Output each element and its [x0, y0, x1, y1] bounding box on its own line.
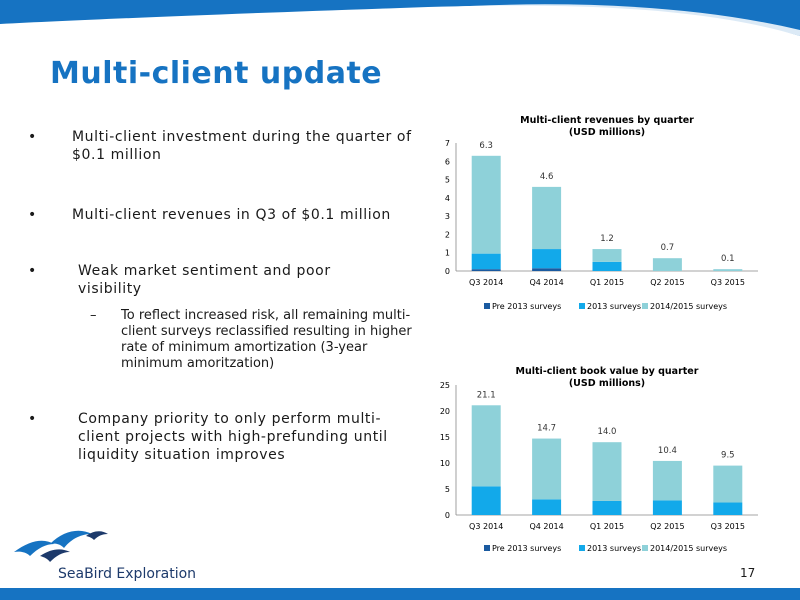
- legend-label: 2014/2015 surveys: [650, 302, 727, 311]
- bar-segment: [471, 269, 501, 271]
- y-tick-label: 1: [445, 249, 450, 258]
- sub-bullet-marker: –: [90, 308, 97, 323]
- chart-title: Multi-client revenues by quarter: [520, 115, 694, 126]
- data-label: 4.6: [540, 172, 554, 182]
- legend-label: 2013 surveys: [587, 544, 641, 553]
- legend-label: Pre 2013 surveys: [492, 544, 561, 553]
- data-label: 9.5: [721, 451, 735, 461]
- legend-label: Pre 2013 surveys: [492, 302, 561, 311]
- data-label: 14.7: [537, 424, 556, 434]
- bar-segment: [532, 268, 562, 271]
- y-tick-label: 0: [445, 267, 450, 276]
- slide-title: Multi-client update: [50, 56, 383, 91]
- data-label: 14.0: [598, 427, 617, 437]
- chart-subtitle: (USD millions): [569, 127, 645, 138]
- bullet-marker: •: [28, 263, 37, 279]
- footer-band: [0, 588, 800, 600]
- data-label: 0.7: [661, 243, 675, 253]
- bar-segment: [471, 253, 501, 270]
- book-value-chart: Multi-client book value by quarter (USD m…: [418, 362, 800, 562]
- seabird-logo-icon: [14, 530, 108, 562]
- y-tick-label: 4: [445, 194, 450, 203]
- chart-subtitle: (USD millions): [569, 378, 645, 389]
- sub-bullet-text: To reflect increased risk, all remaining…: [121, 308, 412, 371]
- legend-swatch: [484, 545, 490, 551]
- legend-swatch: [642, 545, 648, 551]
- legend-swatch: [484, 303, 490, 309]
- revenues-chart: Multi-client revenues by quarter (USD mil…: [418, 110, 800, 320]
- x-tick-label: Q1 2015: [590, 522, 624, 531]
- x-tick-label: Q3 2015: [711, 522, 745, 531]
- y-tick-label: 0: [445, 511, 450, 520]
- legend-swatch: [579, 545, 585, 551]
- bullet-marker: •: [28, 207, 37, 223]
- bullet-text: Company priority to only perform multi-c…: [78, 411, 388, 463]
- x-tick-label: Q4 2014: [529, 522, 563, 531]
- bar-segment: [713, 465, 743, 503]
- y-tick-label: 7: [445, 139, 450, 148]
- y-tick-label: 10: [440, 459, 450, 468]
- y-tick-label: 15: [440, 433, 450, 442]
- y-tick-label: 6: [445, 157, 450, 166]
- x-tick-label: Q3 2015: [711, 278, 745, 287]
- header-band: [0, 0, 800, 36]
- legend-swatch: [579, 303, 585, 309]
- y-tick-label: 20: [440, 407, 450, 416]
- bar-segment: [592, 442, 622, 501]
- y-tick-label: 5: [445, 176, 450, 185]
- logo-text: SeaBird Exploration: [58, 566, 197, 582]
- y-tick-label: 5: [445, 485, 450, 494]
- data-label: 10.4: [658, 446, 677, 456]
- data-label: 0.1: [721, 254, 735, 264]
- bullet-marker: •: [28, 129, 37, 145]
- y-tick-label: 25: [440, 381, 450, 390]
- legend-label: 2014/2015 surveys: [650, 544, 727, 553]
- x-tick-label: Q1 2015: [590, 278, 624, 287]
- bar-segment: [532, 249, 562, 269]
- bar-segment: [652, 500, 682, 515]
- bar-segment: [471, 155, 501, 254]
- x-tick-label: Q3 2014: [469, 278, 503, 287]
- revenues-chart-svg: Multi-client revenues by quarter(USD mil…: [445, 115, 758, 311]
- bullet-text: Multi-client investment during the quart…: [72, 129, 412, 163]
- data-label: 21.1: [477, 390, 496, 400]
- bar-segment: [713, 269, 743, 271]
- page-number: 17: [740, 566, 756, 580]
- bar-segment: [652, 258, 682, 271]
- bullet-text: Multi-client revenues in Q3 of $0.1 mill…: [72, 207, 391, 223]
- legend-label: 2013 surveys: [587, 302, 641, 311]
- bar-segment: [713, 502, 743, 515]
- book-value-chart-svg: Multi-client book value by quarter(USD m…: [440, 366, 758, 553]
- bar-segment: [532, 186, 562, 250]
- x-tick-label: Q4 2014: [529, 278, 563, 287]
- x-tick-label: Q3 2014: [469, 522, 503, 531]
- bullet-marker: •: [28, 411, 37, 427]
- bar-segment: [471, 405, 501, 487]
- bar-segment: [592, 500, 622, 515]
- chart-title: Multi-client book value by quarter: [516, 366, 699, 377]
- bar-segment: [532, 499, 562, 515]
- x-tick-label: Q2 2015: [650, 522, 684, 531]
- bar-segment: [592, 261, 622, 271]
- bar-segment: [532, 438, 562, 500]
- y-tick-label: 2: [445, 230, 450, 239]
- bar-segment: [471, 486, 501, 515]
- data-label: 1.2: [600, 234, 614, 244]
- data-label: 6.3: [479, 141, 493, 151]
- bar-segment: [592, 249, 622, 262]
- y-tick-label: 3: [445, 212, 450, 221]
- bar-segment: [652, 460, 682, 501]
- legend-swatch: [642, 303, 648, 309]
- bullet-text: Weak market sentiment and poor visibilit…: [78, 263, 331, 297]
- x-tick-label: Q2 2015: [650, 278, 684, 287]
